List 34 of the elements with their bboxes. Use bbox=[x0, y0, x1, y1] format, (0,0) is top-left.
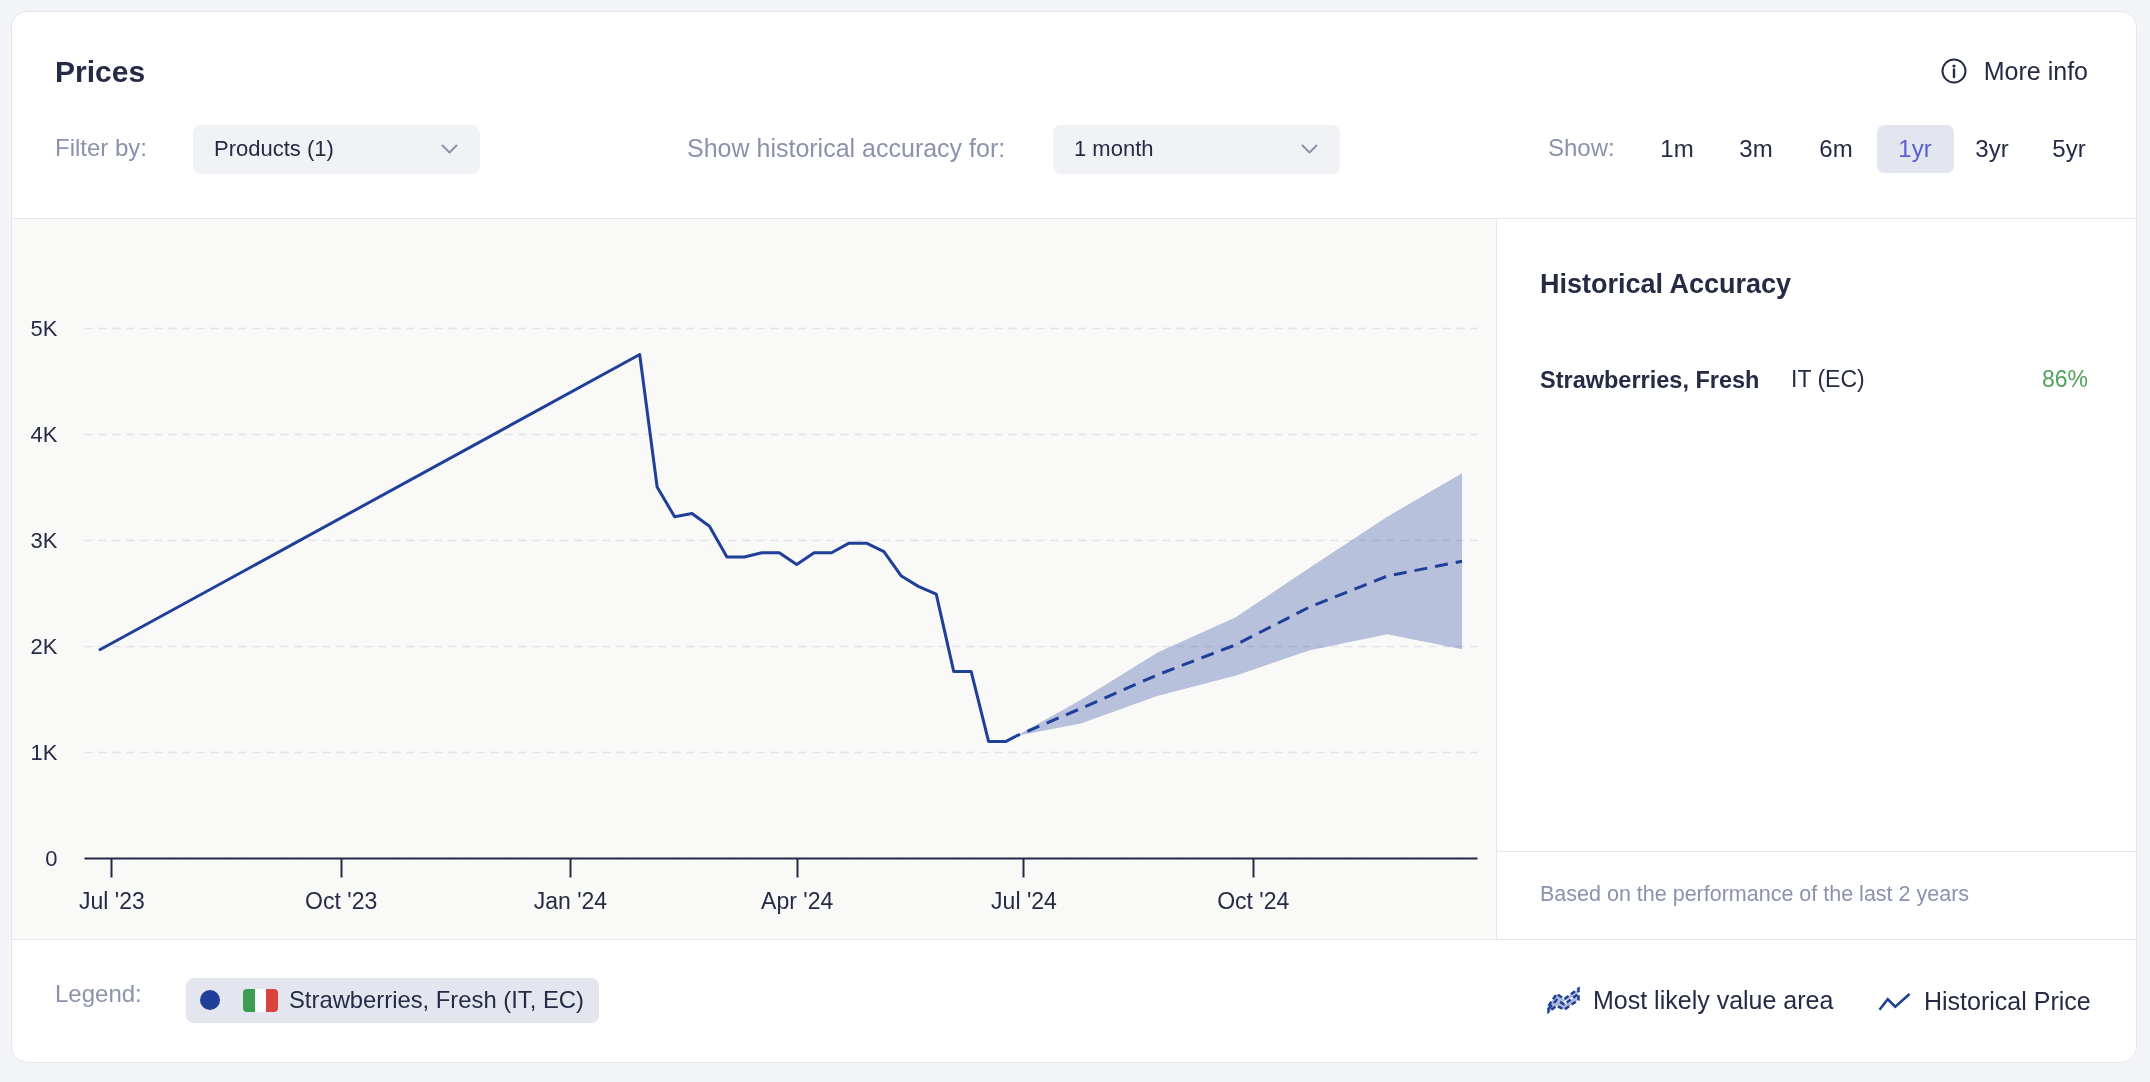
text: Based on the performance of the last 2 years bbox=[1540, 882, 1970, 908]
legend-label: Historical Price bbox=[1924, 987, 2091, 1016]
text: 1 month bbox=[1074, 135, 1154, 163]
text: 3m bbox=[1739, 134, 1773, 164]
x-tick-label: Apr '24 bbox=[761, 887, 834, 914]
text: 6m bbox=[1819, 134, 1853, 164]
text: IT (EC) bbox=[1791, 366, 1865, 394]
text: 1m bbox=[1660, 134, 1694, 164]
y-tick-label: 4K bbox=[30, 421, 58, 447]
y-tick-label: 5K bbox=[30, 315, 58, 341]
text: Strawberries, Fresh (IT, EC) bbox=[289, 985, 584, 1015]
y-tick-label: 3K bbox=[30, 527, 58, 553]
chart-title: Prices bbox=[55, 55, 146, 88]
text: Show historical accuracy for: bbox=[687, 133, 1006, 163]
text: More info bbox=[1983, 56, 2088, 86]
x-tick-label: Jul '23 bbox=[79, 887, 145, 914]
y-tick-label: 2K bbox=[30, 633, 58, 659]
text: Strawberries, Fresh bbox=[1540, 365, 1760, 395]
x-tick-label: Oct '24 bbox=[1217, 887, 1290, 914]
x-tick-label: Oct '23 bbox=[305, 887, 378, 914]
text: Filter by: bbox=[55, 133, 148, 163]
text: Show: bbox=[1548, 133, 1615, 163]
text: Legend: bbox=[55, 979, 142, 1009]
y-tick-label: 0 bbox=[45, 845, 58, 871]
text: 5yr bbox=[2052, 134, 2086, 164]
x-tick-label: Jan '24 bbox=[533, 887, 608, 914]
text: Historical Accuracy bbox=[1540, 267, 1792, 301]
x-tick-label: Jul '24 bbox=[991, 887, 1058, 914]
legend-label: Most likely value area bbox=[1593, 985, 1834, 1014]
text: 86% bbox=[2041, 366, 2088, 394]
text: 1yr bbox=[1898, 134, 1932, 164]
y-tick-label: 1K bbox=[30, 739, 58, 765]
text: Products (1) bbox=[214, 135, 334, 163]
text: 3yr bbox=[1975, 134, 2009, 164]
